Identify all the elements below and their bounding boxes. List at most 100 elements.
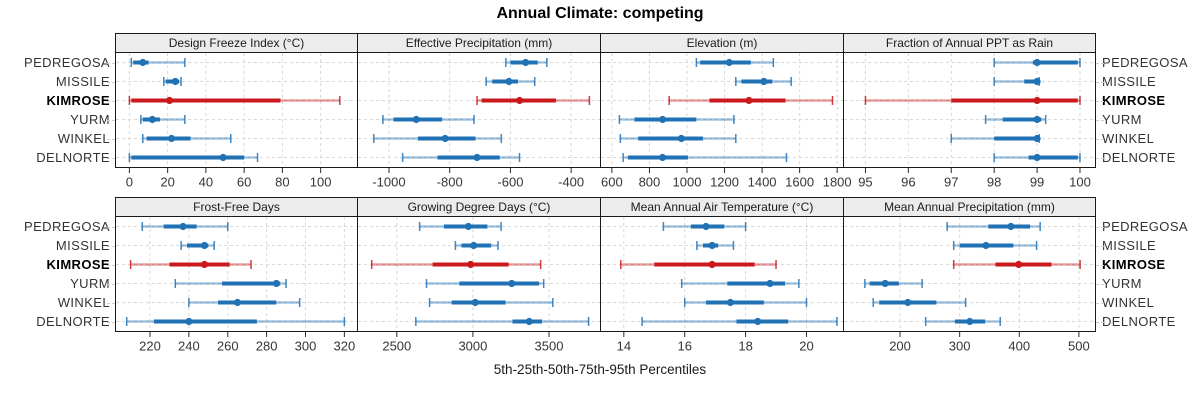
series-kimrose [668, 96, 834, 105]
panel-3: Fraction of Annual PPT as Rain [843, 33, 1096, 168]
gridline-stub-right [1096, 138, 1104, 140]
station-label-right-yurm: YURM [1102, 111, 1142, 127]
median-dot [148, 115, 156, 124]
gridline-stub-right [1096, 119, 1104, 121]
median-dot [982, 241, 990, 250]
station-label-left-pedregosa: PEDREGOSA [24, 218, 110, 234]
station-label-left-winkel: WINKEL [57, 130, 110, 146]
axis-tick-label: 97 [944, 175, 958, 190]
median-dot [708, 241, 716, 250]
median-dot [470, 241, 478, 250]
series-missile [163, 77, 182, 86]
x-axis-6: 14 16 18 20 [601, 332, 843, 358]
axis-tick-label: 1000 [673, 175, 702, 190]
gridline-stub-left [107, 138, 115, 140]
median-dot [464, 222, 472, 231]
station-label-left-yurm: YURM [70, 111, 110, 127]
axis-canvas: 2500 3000 3500 [382, 332, 564, 354]
series-yurm [618, 115, 735, 124]
series-winkel [188, 298, 301, 307]
series-kimrose [620, 260, 777, 269]
axis-tick-label: 280 [256, 339, 278, 354]
median-dot [473, 153, 481, 162]
station-label-right-winkel: WINKEL [1102, 130, 1155, 146]
series-winkel [683, 298, 808, 307]
series-delnorte [128, 153, 259, 162]
panel-plot [844, 217, 1095, 331]
series-winkel [373, 134, 503, 143]
gridline-stub-right [1096, 283, 1104, 285]
axis-canvas: -1000 -800 -600 -400 [372, 168, 584, 190]
series-delnorte [125, 317, 346, 326]
series-missile [180, 241, 215, 250]
gridline-stub-right [1096, 157, 1104, 159]
panel-canvas [116, 217, 357, 331]
median-dot [139, 58, 147, 67]
axis-tick-label: 320 [334, 339, 356, 354]
gridline-stub-left [107, 321, 115, 323]
x-axis-5: 2500 3000 3500 [358, 332, 600, 358]
median-dot [1033, 96, 1041, 105]
station-label-left-pedregosa: PEDREGOSA [24, 54, 110, 70]
axis-tick-label: 400 [1008, 339, 1030, 354]
panel-canvas [601, 217, 843, 331]
median-dot [760, 77, 768, 86]
gridline-stub-right [1096, 245, 1104, 247]
axis-tick-label: 300 [295, 339, 317, 354]
axis-tick-label: 1400 [748, 175, 777, 190]
series-winkel [872, 298, 967, 307]
gridline-stub-right [1096, 81, 1104, 83]
median-dot [658, 153, 667, 162]
gridline-stub-left [107, 157, 115, 159]
panel-canvas [844, 217, 1095, 331]
panel-canvas [116, 53, 357, 167]
median-dot [904, 298, 912, 307]
x-axis-1: -1000 -800 -600 -400 [358, 168, 600, 194]
station-label-right-kimrose: KIMROSE [1102, 256, 1166, 272]
station-label-right-yurm: YURM [1102, 275, 1142, 291]
axis-canvas: 14 16 18 20 [617, 332, 814, 354]
station-label-left-winkel: WINKEL [57, 294, 110, 310]
panel-plot [116, 217, 357, 331]
axis-tick-label: 1200 [710, 175, 739, 190]
panel-plot [358, 53, 600, 167]
panel-0: Design Freeze Index (°C) [115, 33, 358, 168]
station-label-right-kimrose: KIMROSE [1102, 92, 1166, 108]
series-winkel [619, 134, 737, 143]
axis-tick-label: 1600 [785, 175, 814, 190]
series-yurm [680, 279, 800, 288]
series-delnorte [924, 317, 1001, 326]
axis-canvas: 220 240 260 280 300 320 [139, 332, 356, 354]
axis-tick-label: 96 [901, 175, 915, 190]
median-dot [702, 222, 710, 231]
gridline-stub-left [107, 226, 115, 228]
median-dot [167, 134, 176, 143]
axis-tick-label: 3500 [535, 339, 564, 354]
station-label-right-winkel: WINKEL [1102, 294, 1155, 310]
axis-tick-label: -1000 [372, 175, 405, 190]
median-dot [441, 134, 449, 143]
axis-tick-label: 95 [858, 175, 872, 190]
series-pedregosa [505, 58, 548, 67]
axis-tick-label: 800 [639, 175, 661, 190]
median-dot [471, 298, 479, 307]
panel-strip-title: Mean Annual Precipitation (mm) [844, 198, 1095, 217]
median-dot [200, 260, 209, 269]
median-dot [1033, 77, 1041, 86]
series-yurm [382, 115, 475, 124]
x-axis-0: 0 20 40 60 80 100 [116, 168, 357, 194]
series-winkel [950, 134, 1041, 143]
x-axis-7: 200 300 400 500 [844, 332, 1095, 358]
median-dot [165, 96, 174, 105]
median-dot [522, 58, 530, 67]
station-label-right-pedregosa: PEDREGOSA [1102, 218, 1188, 234]
median-dot [881, 279, 889, 288]
axis-tick-label: 600 [601, 175, 623, 190]
median-dot [726, 298, 734, 307]
panel-strip-title: Elevation (m) [601, 34, 843, 53]
station-label-right-missile: MISSILE [1102, 73, 1157, 89]
axis-canvas: 600 800 1000 1200 1400 1600 1800 [601, 168, 852, 190]
axis-tick-label: -800 [437, 175, 463, 190]
median-dot [515, 96, 524, 105]
